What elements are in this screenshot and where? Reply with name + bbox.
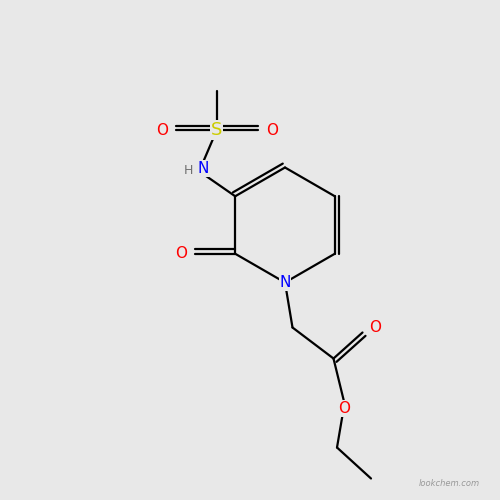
Text: N: N [280, 275, 290, 290]
Text: N: N [198, 161, 209, 176]
Text: H: H [184, 164, 193, 177]
Text: O: O [175, 246, 187, 261]
Text: S: S [211, 121, 222, 139]
Text: lookchem.com: lookchem.com [419, 478, 480, 488]
Text: O: O [266, 122, 278, 138]
Text: O: O [156, 122, 168, 138]
Text: O: O [369, 320, 381, 335]
Text: O: O [338, 401, 350, 416]
